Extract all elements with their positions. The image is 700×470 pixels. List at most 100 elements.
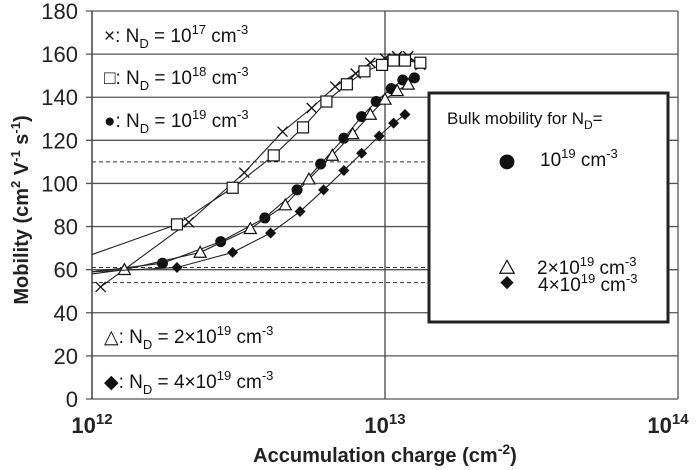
data-point-triangle: [401, 77, 416, 90]
data-point-square: [358, 65, 371, 78]
data-point-triangle: [345, 126, 360, 140]
data-point-square: [387, 54, 400, 67]
data-point-diamond: [373, 130, 385, 142]
data-point-square: [226, 181, 239, 194]
y-axis-title: Mobility (cm2 V-1 s-1): [8, 115, 33, 304]
y-tick-label: 100: [41, 171, 78, 196]
data-point-triangle: [278, 197, 293, 211]
series-triangle: [91, 77, 416, 276]
square-marker-shape: [170, 218, 184, 231]
square-marker-shape: [226, 181, 239, 194]
square-marker-shape: [296, 121, 310, 134]
data-point-square: [398, 54, 412, 67]
series-circle: [91, 72, 420, 273]
data-point-triangle: [325, 148, 340, 161]
x-tick-label: 1013: [364, 411, 405, 438]
legend-entry-1e19: ●: ND = 1019 cm-3: [104, 107, 249, 136]
series-diamond: [91, 108, 411, 274]
y-tick-label: 20: [54, 344, 78, 369]
data-point-triangle: [390, 83, 405, 97]
data-point-square: [296, 121, 310, 134]
grid: [86, 10, 679, 400]
data-point-diamond: [294, 205, 306, 217]
data-point-diamond: [171, 262, 183, 274]
diamond-marker-shape: [318, 184, 330, 196]
triangle-marker-shape: [193, 245, 208, 258]
triangle-marker-shape: [498, 259, 516, 274]
bulk-box-title: Bulk mobility for ND=: [447, 109, 603, 132]
data-point-diamond: [338, 165, 350, 177]
data-point-cross: [306, 102, 318, 114]
diamond-marker-shape: [500, 276, 514, 290]
square-marker-shape: [387, 54, 400, 67]
circle-marker-shape: [499, 154, 515, 170]
bulk-mobility-legend: Bulk mobility for ND= 1019 cm-3 2×1019 c…: [447, 109, 637, 296]
data-point-square: [375, 58, 389, 71]
circle-marker-shape: [291, 184, 303, 196]
data-point-circle: [156, 257, 168, 269]
data-point-square: [414, 56, 427, 69]
triangle-marker-shape: [243, 221, 258, 235]
triangle-marker-shape: [345, 126, 360, 140]
legend: ×: ND = 1017 cm-3 □: ND = 1018 cm-3 ●: N…: [104, 22, 273, 397]
data-point-triangle: [243, 221, 258, 235]
triangle-marker-shape: [390, 83, 405, 97]
y-tick-label: 140: [41, 85, 78, 110]
square-marker-shape: [358, 65, 371, 78]
data-point-diamond: [227, 246, 239, 258]
diamond-marker-shape: [294, 205, 306, 217]
square-marker-shape: [340, 78, 353, 91]
bulk-marker-diamond: [500, 276, 514, 290]
triangle-marker-shape: [377, 92, 393, 105]
bulk-label-2e19: 2×1019 cm-3: [537, 254, 636, 279]
triangle-marker-shape: [401, 77, 416, 90]
triangle-marker-shape: [325, 148, 340, 161]
y-tick-label: 80: [54, 215, 78, 240]
data-point-cross: [277, 126, 288, 138]
x-tick-labels: 1012 1013 1014: [71, 411, 689, 438]
triangle-marker-shape: [363, 107, 378, 120]
circle-marker-shape: [215, 236, 227, 248]
data-point-diamond: [399, 108, 411, 120]
y-tick-label: 60: [54, 258, 78, 283]
data-point-square: [320, 95, 333, 108]
y-tick-labels: 0 20 40 60 80 100 120 140 160 180: [41, 0, 78, 412]
data-point-triangle: [301, 171, 316, 185]
square-marker-shape: [398, 54, 412, 67]
bulk-marker-triangle: [498, 259, 516, 274]
y-tick-label: 40: [54, 301, 78, 326]
diamond-marker-shape: [227, 246, 239, 258]
bulk-mobility-box: [427, 91, 670, 324]
triangle-marker-shape: [278, 197, 293, 211]
data-point-triangle: [377, 92, 393, 105]
data-point-circle: [408, 72, 420, 84]
legend-entry-2e19: △: ND = 2×1019 cm-3: [104, 323, 273, 352]
cross-marker-shape: [329, 80, 341, 92]
x-tick-label: 1012: [71, 411, 112, 438]
diamond-marker-shape: [356, 147, 368, 159]
data-point-cross: [95, 281, 107, 293]
diamond-marker-shape: [373, 130, 385, 142]
data-point-square: [340, 78, 353, 91]
data-point-circle: [215, 236, 227, 248]
data-point-circle: [315, 158, 327, 170]
data-point-diamond: [318, 184, 330, 196]
diamond-marker-shape: [399, 108, 411, 120]
data-point-diamond: [356, 147, 368, 159]
cross-marker-shape: [95, 281, 107, 293]
series-line: [91, 77, 415, 273]
data-point-square: [170, 218, 184, 231]
x-tick-label: 1014: [647, 411, 689, 438]
y-tick-label: 180: [41, 0, 78, 24]
legend-entry-1e17: ×: ND = 1017 cm-3: [104, 22, 248, 51]
diamond-marker-shape: [171, 262, 183, 274]
triangle-marker-shape: [117, 262, 132, 276]
y-tick-label: 120: [41, 128, 78, 153]
data-point-triangle: [117, 262, 132, 276]
x-axis-title: Accumulation charge (cm-2): [253, 441, 517, 467]
square-marker-shape: [414, 56, 427, 69]
circle-marker-shape: [156, 257, 168, 269]
cross-marker-shape: [277, 126, 288, 138]
diamond-marker-shape: [265, 227, 277, 239]
